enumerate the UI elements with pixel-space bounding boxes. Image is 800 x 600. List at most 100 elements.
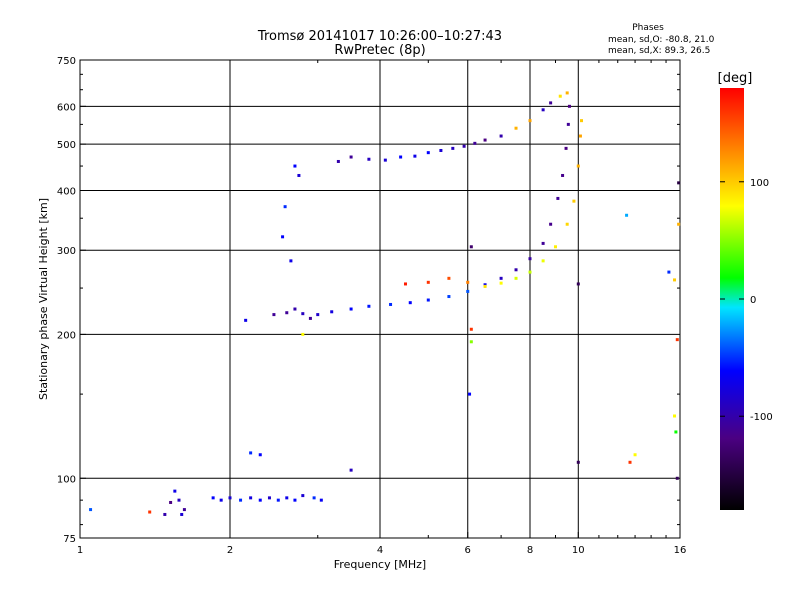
echo-point (565, 222, 569, 226)
y-tick-label: 400 (57, 186, 76, 197)
echo-point (514, 276, 518, 280)
stats-heading: Phases (632, 23, 664, 33)
echo-point (228, 496, 232, 500)
y-tick-label: 200 (57, 330, 76, 341)
echo-point (462, 144, 466, 148)
y-axis-ticks: 75 100 200 300 400 500 600 750 (57, 56, 680, 545)
x-tick-label: 10 (572, 545, 585, 556)
echo-point (674, 430, 678, 434)
echo-point (169, 500, 173, 504)
echo-point (276, 498, 280, 502)
echo-point (285, 496, 289, 500)
echo-point (576, 164, 580, 168)
echo-point (633, 453, 637, 457)
echo-point (301, 494, 305, 498)
echo-point (514, 126, 518, 130)
x-tick-label: 1 (77, 545, 83, 556)
echo-point (673, 414, 677, 418)
x-tick-label: 4 (377, 545, 383, 556)
echo-point (285, 311, 289, 315)
echo-point (293, 164, 297, 168)
echo-point (675, 338, 679, 342)
y-tick-label: 750 (57, 56, 76, 67)
echo-point (426, 280, 430, 284)
echo-point (528, 257, 532, 261)
echo-point (447, 276, 451, 280)
echo-point (564, 146, 568, 150)
echo-point (148, 510, 152, 514)
echo-point (561, 173, 565, 177)
echo-point (468, 392, 472, 396)
echo-point (403, 282, 407, 286)
echo-point (316, 313, 320, 317)
colorbar: [deg] 100 0 -100 (718, 71, 773, 510)
echo-point (177, 498, 181, 502)
echo-point (499, 276, 503, 280)
echo-point (413, 154, 417, 158)
chart-subtitle: RwPretec (8p) (334, 43, 425, 58)
echo-point (283, 205, 287, 209)
echo-point (163, 512, 167, 516)
echo-point (473, 141, 477, 145)
echo-point (514, 268, 518, 272)
y-tick-label: 500 (57, 140, 76, 151)
echo-point (469, 245, 473, 249)
echo-point (528, 119, 532, 123)
echo-point (576, 282, 580, 286)
echo-point (173, 489, 177, 493)
echo-point (239, 498, 243, 502)
echo-point (293, 498, 297, 502)
echo-point (469, 340, 473, 344)
echo-point (301, 332, 305, 336)
echo-point (308, 316, 312, 320)
echo-point (272, 313, 276, 317)
echo-point (258, 453, 262, 457)
echo-point (367, 157, 371, 161)
echo-point (426, 298, 430, 302)
echo-point (312, 496, 316, 500)
plot-area: 1 2 4 6 8 10 16 75 100 200 300 400 500 600 750 (57, 56, 686, 556)
grid-lines (80, 60, 680, 538)
y-axis-label: Stationary phase Virtual Height [km] (37, 198, 50, 400)
echo-point (578, 134, 582, 138)
echo-point (389, 302, 393, 306)
echo-point (667, 270, 671, 274)
echo-point (249, 451, 253, 455)
echo-point (580, 119, 584, 123)
echo-point (367, 304, 371, 308)
echo-point (330, 310, 334, 314)
echo-point (466, 289, 470, 293)
echo-point (549, 101, 553, 105)
y-tick-label: 100 (57, 474, 76, 485)
echo-point (426, 151, 430, 155)
echo-point (408, 301, 412, 305)
y-tick-label: 600 (57, 102, 76, 113)
echo-point (451, 146, 455, 150)
echo-point (483, 138, 487, 142)
x-axis-label: Frequency [MHz] (334, 558, 426, 571)
x-axis-ticks: 1 2 4 6 8 10 16 (77, 60, 687, 556)
echo-point (549, 222, 553, 226)
echo-point (319, 498, 323, 502)
echo-point (483, 284, 487, 288)
echo-point (625, 213, 629, 217)
echo-point (553, 245, 557, 249)
echo-point (499, 281, 503, 285)
echo-point (567, 104, 571, 108)
y-tick-label: 75 (63, 534, 76, 545)
colorbar-label: [deg] (718, 71, 753, 86)
colorbar-tick-label: 0 (750, 295, 756, 306)
echo-point (673, 278, 677, 282)
echo-point (447, 295, 451, 299)
echo-point (301, 312, 305, 316)
echo-point (675, 476, 679, 480)
echo-point (182, 508, 186, 512)
x-tick-label: 2 (227, 545, 233, 556)
echo-point (576, 460, 580, 464)
echo-point (180, 512, 184, 516)
echo-point (281, 235, 285, 239)
x-tick-label: 16 (674, 545, 687, 556)
echo-point (483, 283, 487, 287)
echo-point (219, 498, 223, 502)
echo-point (566, 122, 570, 126)
